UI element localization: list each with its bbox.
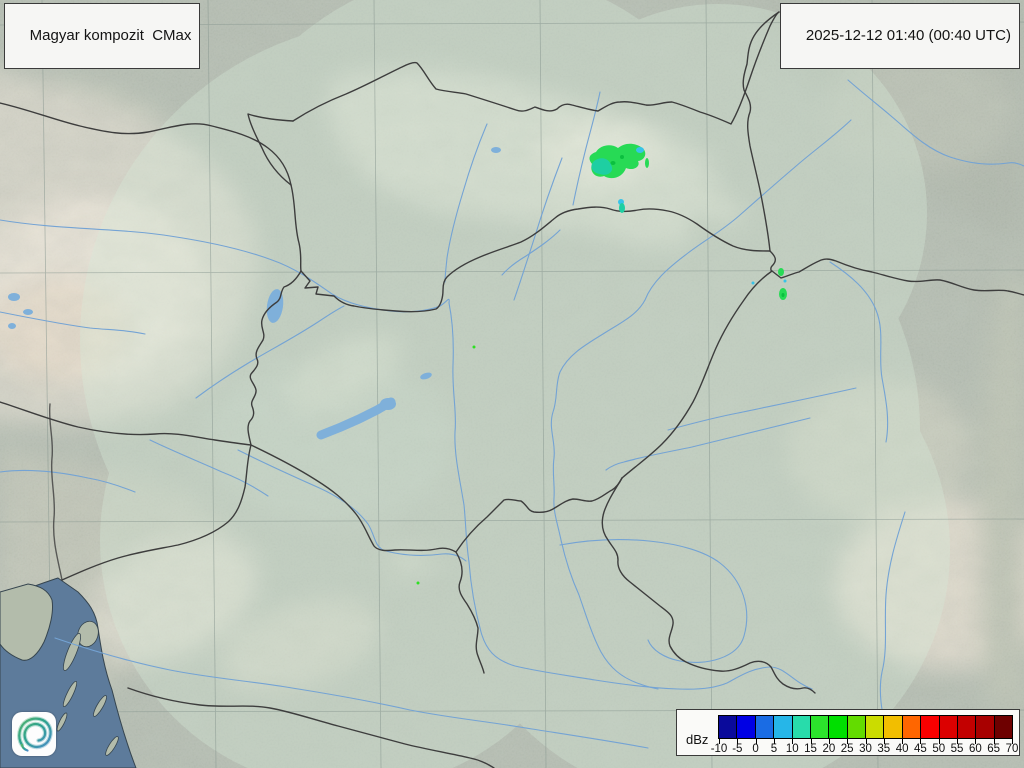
legend-color-cell xyxy=(810,716,830,738)
legend-tick-label: 20 xyxy=(822,743,836,755)
legend-color-cell xyxy=(774,716,793,738)
radar-echo xyxy=(610,161,616,165)
radar-echo xyxy=(620,155,624,159)
dbz-legend: dBz -10 -5 0 5 10 15 20 25 30 35 40 45 50 55 60 65 70 xyxy=(676,709,1020,756)
radar-echo xyxy=(778,268,784,276)
timestamp-label: 2025-12-12 01:40 (00:40 UTC) xyxy=(780,3,1020,69)
legend-color-cell xyxy=(976,716,995,738)
legend-color-cell xyxy=(829,716,848,738)
legend-tick-mark xyxy=(719,738,720,744)
legend-tick-mark xyxy=(828,738,830,744)
legend-tick-label: 10 xyxy=(785,743,799,755)
rivers xyxy=(0,79,1024,749)
legend-tick-label: 15 xyxy=(804,743,817,755)
radar-echo xyxy=(783,279,787,283)
legend-tick-mark xyxy=(902,738,904,744)
legend-color-cell xyxy=(921,716,940,738)
legend-tick-label: 0 xyxy=(752,743,759,755)
legend-tick-mark xyxy=(957,738,959,744)
legend-tick-label: 25 xyxy=(840,743,854,755)
radar-echo xyxy=(619,203,625,213)
legend-tick-mark xyxy=(737,738,739,744)
legend-tick-label: -5 xyxy=(732,743,743,755)
logo-swirl-icon xyxy=(17,716,53,752)
legend-color-cell xyxy=(939,716,958,738)
legend-color-cell xyxy=(884,716,903,738)
legend-tick-mark xyxy=(975,738,977,744)
legend-tick-label: 60 xyxy=(968,743,982,755)
radar-echoes xyxy=(416,143,787,585)
legend-color-cell xyxy=(755,716,775,738)
hungaromet-swirl-logo xyxy=(12,712,56,756)
legend-color-cell xyxy=(792,716,811,738)
radar-echo xyxy=(636,147,644,153)
legend-tick-mark xyxy=(993,738,995,744)
timestamp-text: 2025-12-12 01:40 (00:40 UTC) xyxy=(805,27,1011,44)
radar-echo xyxy=(781,293,785,297)
legend-colorbar xyxy=(718,715,1013,739)
legend-tick-label: 40 xyxy=(895,743,909,755)
radar-echo xyxy=(472,345,476,349)
legend-color-cell xyxy=(847,716,866,738)
legend-tick-mark xyxy=(883,738,885,744)
legend-tick-mark xyxy=(792,738,794,744)
legend-color-cell xyxy=(866,716,885,738)
legend-color-cell xyxy=(994,716,1012,738)
product-label: Magyar kompozit CMax xyxy=(4,3,201,69)
legend-tick-label: 30 xyxy=(859,743,872,755)
product-label-text: Magyar kompozit CMax xyxy=(29,27,192,44)
legend-tick-label: 45 xyxy=(914,743,927,755)
radar-echo xyxy=(416,581,420,585)
radar-echo xyxy=(591,158,613,175)
legend-tick-mark xyxy=(865,738,867,744)
legend-tick-mark xyxy=(1012,738,1013,744)
legend-color-cell xyxy=(957,716,977,738)
lakes xyxy=(8,147,501,440)
legend-unit-label: dBz xyxy=(686,732,709,747)
legend-tick-label: 50 xyxy=(932,743,946,755)
legend-tick-mark xyxy=(773,738,775,744)
legend-tick-label: 55 xyxy=(950,743,964,755)
legend-tick-mark xyxy=(810,738,812,744)
legend-tick-label: 65 xyxy=(987,743,1001,755)
legend-color-cell xyxy=(719,716,738,738)
country-borders xyxy=(0,11,1024,768)
radar-echo xyxy=(645,158,649,168)
legend-tick-label: 35 xyxy=(877,743,891,755)
radar-echo xyxy=(751,281,755,285)
legend-color-cell xyxy=(902,716,922,738)
legend-tick-label: 5 xyxy=(770,743,778,755)
legend-tick-mark xyxy=(847,738,849,744)
legend-tick-mark xyxy=(755,738,757,744)
legend-tick-mark xyxy=(938,738,940,744)
legend-tick-mark xyxy=(920,738,922,744)
legend-tick-label: 70 xyxy=(1005,743,1019,755)
legend-color-cell xyxy=(737,716,756,738)
legend-tick-label: -10 xyxy=(710,743,728,755)
